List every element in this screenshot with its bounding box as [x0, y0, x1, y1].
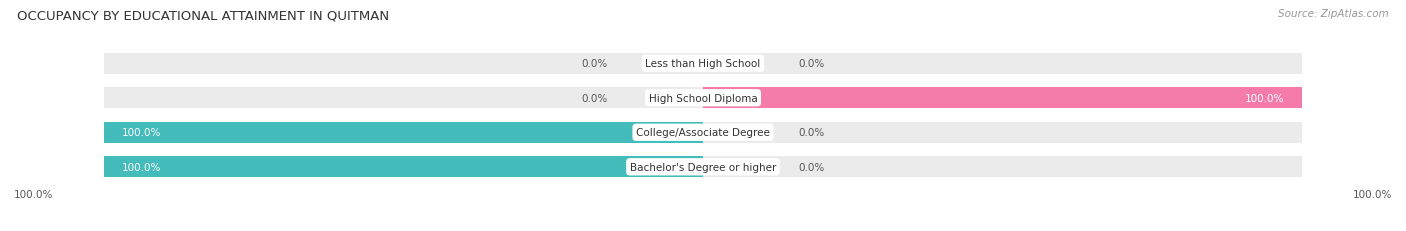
Bar — [104, 156, 703, 178]
Bar — [104, 122, 703, 143]
Text: OCCUPANCY BY EDUCATIONAL ATTAINMENT IN QUITMAN: OCCUPANCY BY EDUCATIONAL ATTAINMENT IN Q… — [17, 9, 389, 22]
Text: Bachelor's Degree or higher: Bachelor's Degree or higher — [630, 162, 776, 172]
Bar — [104, 88, 1302, 109]
Text: 100.0%: 100.0% — [14, 189, 53, 199]
Text: 0.0%: 0.0% — [799, 59, 825, 69]
Text: College/Associate Degree: College/Associate Degree — [636, 128, 770, 138]
Text: 100.0%: 100.0% — [122, 162, 162, 172]
Text: 0.0%: 0.0% — [799, 128, 825, 138]
Bar — [104, 122, 1302, 143]
Text: High School Diploma: High School Diploma — [648, 93, 758, 103]
Text: 100.0%: 100.0% — [1244, 93, 1284, 103]
Bar — [104, 156, 1302, 178]
Text: 100.0%: 100.0% — [1353, 189, 1392, 199]
Text: Less than High School: Less than High School — [645, 59, 761, 69]
Text: 0.0%: 0.0% — [581, 93, 607, 103]
Bar — [104, 53, 1302, 75]
Bar — [703, 88, 1302, 109]
Text: 0.0%: 0.0% — [581, 59, 607, 69]
Text: 100.0%: 100.0% — [122, 128, 162, 138]
Text: 0.0%: 0.0% — [799, 162, 825, 172]
Text: Source: ZipAtlas.com: Source: ZipAtlas.com — [1278, 9, 1389, 19]
